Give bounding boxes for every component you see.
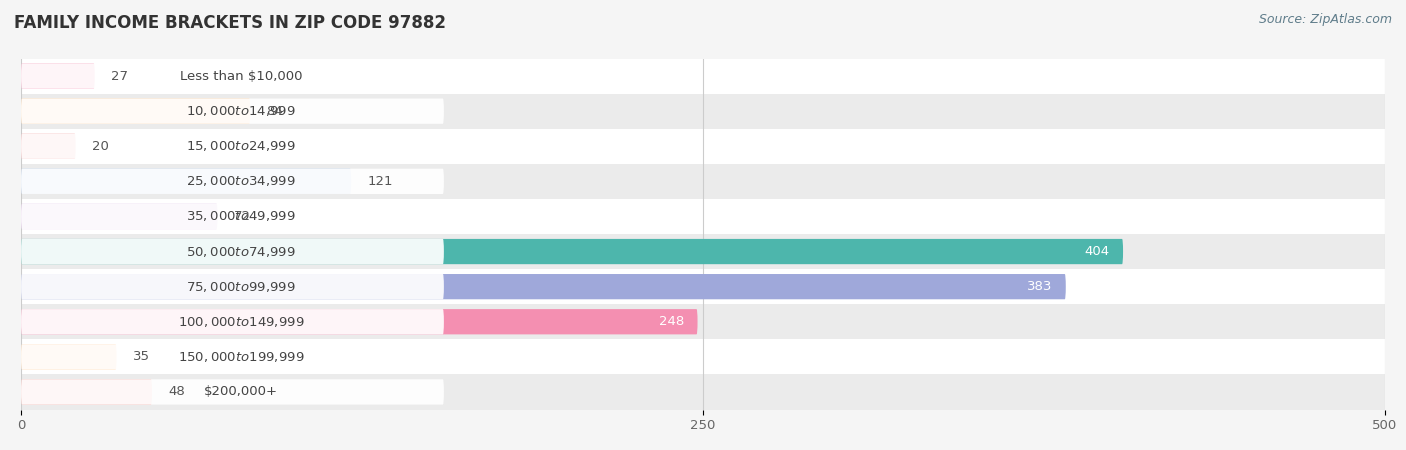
FancyBboxPatch shape bbox=[21, 63, 94, 89]
Text: $200,000+: $200,000+ bbox=[204, 386, 278, 398]
FancyBboxPatch shape bbox=[21, 169, 351, 194]
Bar bbox=[21, 374, 1385, 410]
FancyBboxPatch shape bbox=[21, 134, 76, 159]
FancyBboxPatch shape bbox=[21, 344, 117, 369]
Bar bbox=[21, 269, 1385, 304]
Text: $35,000 to $49,999: $35,000 to $49,999 bbox=[186, 209, 295, 224]
Bar bbox=[21, 94, 1385, 129]
Text: Source: ZipAtlas.com: Source: ZipAtlas.com bbox=[1258, 14, 1392, 27]
Bar bbox=[21, 339, 1385, 374]
Text: $150,000 to $199,999: $150,000 to $199,999 bbox=[177, 350, 304, 364]
Text: $25,000 to $34,999: $25,000 to $34,999 bbox=[186, 174, 295, 189]
FancyBboxPatch shape bbox=[21, 239, 444, 264]
Bar bbox=[21, 304, 1385, 339]
FancyBboxPatch shape bbox=[21, 204, 444, 229]
Text: $100,000 to $149,999: $100,000 to $149,999 bbox=[177, 315, 304, 329]
Text: 404: 404 bbox=[1084, 245, 1109, 258]
Bar bbox=[21, 234, 1385, 269]
Bar bbox=[21, 199, 1385, 234]
FancyBboxPatch shape bbox=[21, 309, 444, 334]
Text: $10,000 to $14,999: $10,000 to $14,999 bbox=[186, 104, 295, 118]
FancyBboxPatch shape bbox=[21, 309, 697, 334]
FancyBboxPatch shape bbox=[21, 239, 1123, 264]
Text: 84: 84 bbox=[267, 105, 284, 117]
FancyBboxPatch shape bbox=[21, 134, 444, 159]
Text: 121: 121 bbox=[367, 175, 394, 188]
Text: 72: 72 bbox=[233, 210, 250, 223]
Bar bbox=[21, 129, 1385, 164]
Text: $75,000 to $99,999: $75,000 to $99,999 bbox=[186, 279, 295, 294]
FancyBboxPatch shape bbox=[21, 99, 250, 124]
Text: $15,000 to $24,999: $15,000 to $24,999 bbox=[186, 139, 295, 153]
Text: 383: 383 bbox=[1026, 280, 1052, 293]
FancyBboxPatch shape bbox=[21, 99, 444, 124]
FancyBboxPatch shape bbox=[21, 379, 152, 405]
FancyBboxPatch shape bbox=[21, 274, 1066, 299]
FancyBboxPatch shape bbox=[21, 204, 218, 229]
FancyBboxPatch shape bbox=[21, 274, 444, 299]
FancyBboxPatch shape bbox=[21, 63, 444, 89]
Text: Less than $10,000: Less than $10,000 bbox=[180, 70, 302, 82]
Text: 248: 248 bbox=[658, 315, 683, 328]
Bar bbox=[21, 58, 1385, 94]
Text: 48: 48 bbox=[169, 386, 186, 398]
Text: $50,000 to $74,999: $50,000 to $74,999 bbox=[186, 244, 295, 259]
Text: 35: 35 bbox=[134, 351, 150, 363]
FancyBboxPatch shape bbox=[21, 344, 444, 369]
Text: 27: 27 bbox=[111, 70, 128, 82]
Bar bbox=[21, 164, 1385, 199]
Text: 20: 20 bbox=[91, 140, 108, 153]
FancyBboxPatch shape bbox=[21, 169, 444, 194]
Text: FAMILY INCOME BRACKETS IN ZIP CODE 97882: FAMILY INCOME BRACKETS IN ZIP CODE 97882 bbox=[14, 14, 446, 32]
FancyBboxPatch shape bbox=[21, 379, 444, 405]
